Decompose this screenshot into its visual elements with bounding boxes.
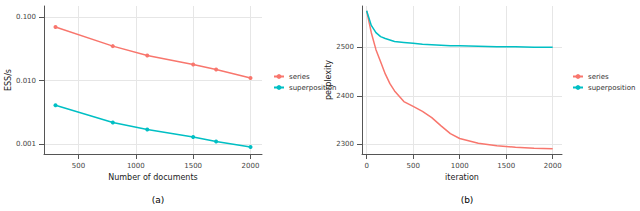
svg-text:perplexity: perplexity [324, 60, 333, 100]
svg-text:2000: 2000 [242, 162, 260, 170]
svg-text:series: series [289, 73, 310, 81]
svg-text:1500: 1500 [497, 162, 515, 170]
svg-text:2400: 2400 [336, 92, 354, 100]
svg-text:0: 0 [364, 162, 368, 170]
svg-text:2000: 2000 [544, 162, 562, 170]
svg-text:(a): (a) [152, 195, 165, 205]
svg-text:500: 500 [406, 162, 419, 170]
svg-text:0.010: 0.010 [16, 77, 36, 85]
svg-text:series: series [588, 73, 609, 81]
svg-text:ESS/s: ESS/s [4, 69, 13, 91]
svg-text:2500: 2500 [336, 43, 354, 51]
svg-text:Number of documents: Number of documents [108, 173, 197, 182]
svg-text:2300: 2300 [336, 140, 354, 148]
svg-text:iteration: iteration [445, 173, 479, 182]
svg-text:500: 500 [72, 162, 85, 170]
svg-text:1500: 1500 [184, 162, 202, 170]
svg-text:0.001: 0.001 [16, 140, 36, 148]
svg-text:0.100: 0.100 [16, 13, 36, 21]
svg-text:(b): (b) [461, 195, 474, 205]
svg-text:1000: 1000 [451, 162, 469, 170]
svg-text:superposition: superposition [289, 84, 336, 92]
svg-text:superposition: superposition [588, 84, 635, 92]
svg-text:1000: 1000 [127, 162, 145, 170]
